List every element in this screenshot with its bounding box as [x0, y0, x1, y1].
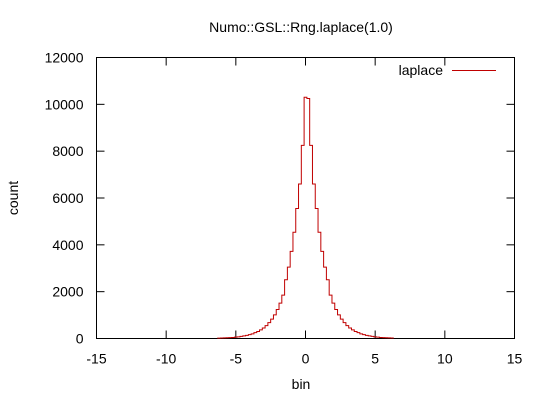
x-tick-label: 5 — [371, 351, 379, 367]
y-tick-label: 10000 — [45, 96, 84, 112]
series-layer — [217, 96, 394, 339]
y-tick-label: 12000 — [45, 50, 84, 66]
x-tick-label: -10 — [156, 351, 176, 367]
y-tick-label: 4000 — [52, 237, 83, 253]
x-tick-label: 15 — [507, 351, 523, 367]
x-tick-label: -15 — [86, 351, 106, 367]
y-tick-label: 2000 — [52, 284, 83, 300]
x-axis-ticks: -15 -10 -5 0 5 10 15 — [86, 57, 523, 367]
y-axis-label: count — [5, 181, 21, 215]
y-tick-label: 8000 — [52, 143, 83, 159]
series-line-laplace — [217, 96, 394, 339]
chart-title: Numo::GSL::Rng.laplace(1.0) — [209, 19, 393, 35]
plot-frame — [96, 57, 515, 339]
legend: laplace — [399, 62, 496, 78]
x-tick-label: 0 — [302, 351, 310, 367]
legend-label-laplace: laplace — [399, 62, 444, 78]
x-tick-label: 10 — [437, 351, 453, 367]
x-tick-label: -5 — [230, 351, 243, 367]
y-tick-label: 6000 — [52, 190, 83, 206]
y-tick-label: 0 — [76, 331, 84, 347]
x-axis-label: bin — [292, 376, 311, 392]
y-axis-ticks: 0 2000 4000 6000 8000 10000 12000 — [45, 50, 515, 347]
